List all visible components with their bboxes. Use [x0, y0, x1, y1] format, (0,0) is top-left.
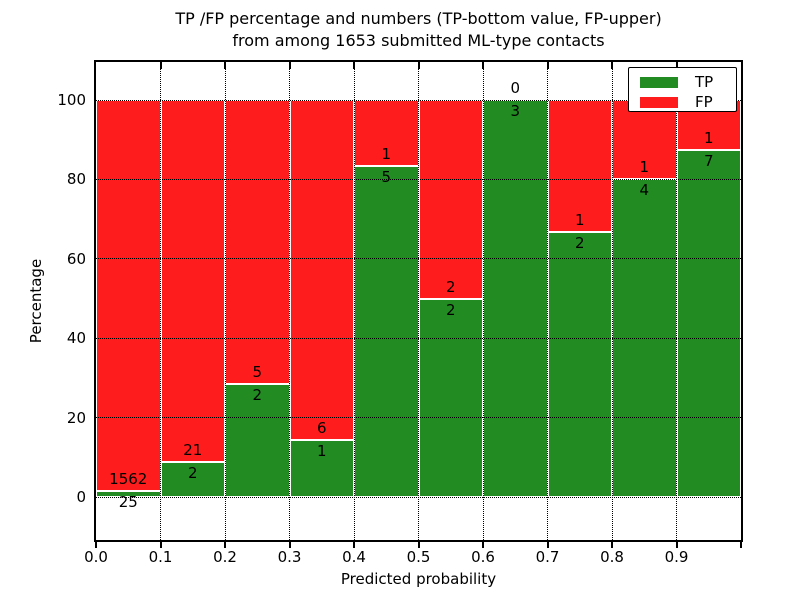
horizontal-gridline: [96, 417, 741, 419]
vertical-gridline: [611, 62, 613, 540]
tp-count-label: 4: [639, 181, 650, 200]
x-tick-mark-bottom: [159, 542, 162, 548]
bar-segment-tp: [483, 100, 548, 497]
chart-title-line1: TP /FP percentage and numbers (TP-bottom…: [175, 9, 662, 28]
horizontal-gridline: [96, 99, 741, 101]
chart-title: TP /FP percentage and numbers (TP-bottom…: [96, 8, 741, 52]
x-tick-mark-top: [546, 62, 549, 69]
x-tick-label: 0.2: [213, 548, 237, 566]
x-tick-mark-bottom: [288, 542, 291, 548]
vertical-gridline: [482, 62, 484, 540]
x-tick-label: 0.4: [342, 548, 366, 566]
x-tick-mark-top: [159, 62, 162, 69]
legend-item-fp: FP: [629, 93, 736, 111]
fp-count-label: 1: [703, 128, 714, 147]
x-tick-mark-bottom: [224, 542, 226, 548]
bar-segment-tp: [547, 232, 612, 497]
vertical-gridline: [160, 62, 161, 540]
fp-count-label: 0: [510, 79, 521, 97]
plot-frame: [94, 60, 743, 542]
x-tick-mark-bottom: [611, 542, 613, 548]
bar-segment-fp: [289, 100, 354, 441]
tp-count-label: 2: [187, 464, 198, 483]
tp-count-label: 7: [703, 151, 714, 170]
horizontal-gridline: [96, 337, 741, 339]
x-tick-mark-top: [611, 62, 613, 69]
fp-count-label: 2: [445, 277, 456, 296]
y-tick-label: 0: [76, 488, 86, 506]
legend-label-tp: TP: [695, 73, 714, 91]
vertical-gridline: [547, 62, 548, 540]
tp-count-label: 2: [574, 234, 585, 253]
x-tick-mark-bottom: [482, 542, 484, 548]
vertical-gridline: [289, 62, 290, 540]
y-tick-label: 60: [66, 249, 86, 268]
vertical-gridline: [224, 62, 226, 540]
y-tick-label: 40: [66, 329, 86, 348]
x-tick-label: 0.6: [471, 548, 495, 566]
bar-segment-tp: [418, 298, 483, 497]
x-tick-label: 0.3: [277, 548, 302, 566]
bar-segment-fp: [160, 100, 225, 463]
x-tick-label: 0.8: [600, 548, 624, 566]
x-tick-label: 0.9: [664, 548, 689, 566]
x-tick-mark-top: [353, 62, 355, 69]
fp-count-label: 21: [183, 441, 203, 460]
bar-segment-tp: [289, 440, 354, 497]
x-tick-label: 0.7: [535, 548, 560, 566]
y-tick-label: 20: [66, 408, 86, 427]
plot-area: 1562 25 21 2 5 2 6 1 1 5 2 2 0 3 1 2 1 4 1 7: [96, 62, 741, 540]
chart-title-line2: from among 1653 submitted ML-type contac…: [232, 31, 605, 50]
x-tick-label: 0.5: [406, 548, 431, 566]
x-tick-mark-bottom: [353, 542, 355, 548]
horizontal-gridline: [96, 496, 741, 498]
x-tick-mark-bottom: [675, 542, 678, 548]
fp-color-swatch: [640, 96, 678, 108]
vertical-gridline: [676, 62, 677, 540]
bar-segment-fp: [96, 100, 161, 491]
bar-segment-fp: [418, 100, 483, 299]
legend: TP FP: [628, 67, 737, 112]
legend-item-tp: TP: [629, 73, 736, 91]
vertical-gridline: [418, 62, 419, 540]
x-tick-mark-bottom: [95, 542, 97, 548]
x-tick-mark-top: [288, 62, 291, 69]
x-tick-mark-bottom: [417, 542, 420, 548]
x-tick-mark-bottom: [740, 542, 742, 548]
tp-count-label: 25: [118, 492, 138, 511]
tp-count-label: 3: [510, 102, 521, 120]
fp-count-label: 1: [381, 145, 392, 164]
x-tick-mark-bottom: [546, 542, 549, 548]
tp-count-label: 2: [445, 300, 456, 319]
x-tick-mark-top: [675, 62, 678, 69]
x-tick-mark-top: [417, 62, 420, 69]
x-tick-label: 0.0: [84, 548, 108, 566]
vertical-gridline: [353, 62, 355, 540]
fp-count-label: 6: [316, 419, 327, 438]
x-tick-label: 0.1: [148, 548, 173, 566]
bar-segment-tp: [676, 149, 741, 497]
tp-count-label: 1: [316, 442, 327, 461]
legend-label-fp: FP: [695, 93, 713, 111]
y-axis-label: Percentage: [27, 258, 45, 344]
x-tick-mark-top: [224, 62, 226, 69]
horizontal-gridline: [96, 178, 741, 180]
bar-segment-tp: [160, 462, 225, 497]
tp-count-label: 2: [252, 385, 263, 404]
tp-count-label: 5: [381, 168, 392, 187]
y-tick-label: 80: [66, 170, 86, 189]
fp-count-label: 1: [574, 211, 585, 230]
fp-count-label: 1562: [109, 469, 148, 488]
x-axis-label: Predicted probability: [340, 570, 497, 588]
fp-count-label: 5: [252, 362, 263, 381]
bar-segment-tp: [225, 383, 290, 497]
horizontal-gridline: [96, 258, 741, 260]
y-tick-label: 100: [57, 91, 86, 109]
tp-color-swatch: [640, 76, 678, 88]
bar-segment-tp: [354, 166, 419, 497]
bar-segment-fp: [225, 100, 290, 384]
x-tick-mark-top: [482, 62, 484, 69]
fp-count-label: 1: [639, 158, 650, 177]
